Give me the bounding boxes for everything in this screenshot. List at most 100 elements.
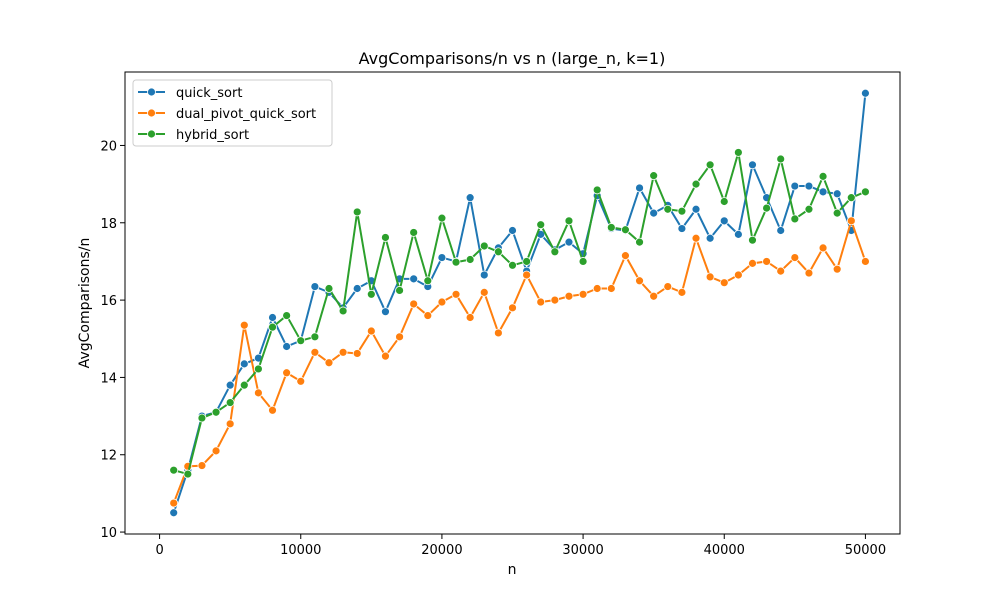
data-point-quick-sort: [733, 229, 743, 239]
data-point-hybrid-sort: [268, 322, 277, 332]
y-axis: 10 12 14 16 18 20: [100, 139, 125, 541]
data-point-hybrid-sort: [465, 255, 475, 264]
y-tick-label: 18: [100, 217, 117, 232]
plot-frame: [124, 71, 901, 535]
legend-label-hybrid-sort: hybrid_sort: [176, 128, 249, 143]
data-point-quick-sort: [705, 233, 715, 243]
data-point-dual-pivot-quick-sort: [508, 303, 517, 313]
legend-label-dual-pivot-quick-sort: dual_pivot_quick_sort: [176, 107, 316, 122]
data-point-dual-pivot-quick-sort: [804, 268, 814, 278]
data-point-dual-pivot-quick-sort: [366, 326, 376, 336]
data-point-dual-pivot-quick-sort: [592, 284, 602, 293]
data-point-dual-pivot-quick-sort: [748, 258, 757, 268]
data-point-quick-sort: [381, 307, 390, 317]
data-point-dual-pivot-quick-sort: [239, 320, 249, 330]
data-point-hybrid-sort: [395, 286, 404, 295]
series-quick-sort: [169, 88, 870, 518]
data-point-hybrid-sort: [776, 154, 786, 164]
data-point-hybrid-sort: [861, 187, 870, 197]
data-point-hybrid-sort: [635, 237, 644, 247]
data-point-hybrid-sort: [578, 257, 588, 266]
legend-label-quick-sort: quick_sort: [176, 86, 242, 101]
data-point-dual-pivot-quick-sort: [253, 388, 263, 398]
data-point-hybrid-sort: [479, 241, 489, 251]
legend-marker-dual-pivot-quick-sort: [147, 108, 156, 118]
data-point-hybrid-sort: [493, 247, 503, 257]
y-axis-label: AvgComparisons/n: [77, 238, 93, 369]
data-point-hybrid-sort: [366, 289, 376, 299]
data-point-dual-pivot-quick-sort: [409, 299, 419, 309]
data-point-hybrid-sort: [437, 213, 447, 223]
plot-area: [169, 88, 870, 518]
legend: quick_sort dual_pivot_quick_sort hybrid_so…: [132, 79, 333, 147]
data-point-quick-sort: [282, 342, 292, 351]
x-tick-label: 50000: [845, 543, 886, 558]
data-point-quick-sort: [790, 181, 800, 191]
data-point-hybrid-sort: [846, 193, 856, 203]
data-point-hybrid-sort: [225, 398, 235, 407]
data-point-hybrid-sort: [522, 257, 532, 266]
legend-box: [132, 79, 333, 147]
data-point-dual-pivot-quick-sort: [578, 289, 588, 299]
x-tick-label: 20000: [421, 543, 462, 558]
data-point-dual-pivot-quick-sort: [522, 270, 532, 280]
data-point-dual-pivot-quick-sort: [211, 446, 221, 456]
y-tick-label: 14: [100, 371, 117, 386]
data-point-dual-pivot-quick-sort: [395, 332, 404, 342]
data-point-dual-pivot-quick-sort: [649, 291, 659, 301]
data-point-quick-sort: [649, 208, 659, 218]
data-point-hybrid-sort: [310, 332, 320, 342]
chart-title: AvgComparisons/n vs n (large_n, k=1): [359, 49, 666, 69]
data-point-dual-pivot-quick-sort: [635, 276, 644, 286]
data-point-hybrid-sort: [253, 364, 263, 374]
series-line-hybrid-sort: [173, 151, 866, 476]
data-point-hybrid-sort: [663, 204, 673, 214]
y-tick-label: 10: [100, 526, 117, 541]
data-point-dual-pivot-quick-sort: [564, 291, 574, 301]
data-point-dual-pivot-quick-sort: [437, 297, 447, 307]
x-axis: 0 10000 20000 30000 40000 50000: [155, 534, 886, 558]
data-point-dual-pivot-quick-sort: [663, 282, 673, 291]
data-point-quick-sort: [409, 274, 419, 284]
data-point-hybrid-sort: [762, 203, 771, 213]
data-point-hybrid-sort: [748, 235, 757, 245]
data-point-hybrid-sort: [423, 276, 433, 286]
data-point-hybrid-sort: [451, 257, 461, 267]
data-point-dual-pivot-quick-sort: [465, 313, 475, 322]
data-point-dual-pivot-quick-sort: [790, 253, 800, 262]
series-dual-pivot-quick-sort: [169, 216, 870, 508]
data-point-hybrid-sort: [381, 233, 390, 242]
data-point-hybrid-sort: [338, 306, 348, 316]
data-point-quick-sort: [437, 253, 447, 262]
data-point-hybrid-sort: [239, 380, 249, 390]
data-point-quick-sort: [310, 282, 320, 291]
data-point-dual-pivot-quick-sort: [691, 233, 701, 243]
data-point-quick-sort: [804, 181, 814, 191]
data-point-hybrid-sort: [536, 220, 546, 230]
data-point-quick-sort: [239, 359, 249, 369]
data-point-hybrid-sort: [550, 247, 560, 257]
data-point-quick-sort: [677, 224, 687, 233]
data-point-hybrid-sort: [508, 260, 517, 270]
data-point-dual-pivot-quick-sort: [338, 347, 348, 357]
data-point-dual-pivot-quick-sort: [550, 295, 560, 305]
x-tick-label: 40000: [704, 543, 745, 558]
data-point-dual-pivot-quick-sort: [423, 311, 433, 320]
data-point-quick-sort: [564, 237, 574, 247]
legend-marker-quick-sort: [147, 87, 156, 97]
data-point-hybrid-sort: [169, 465, 179, 475]
data-point-quick-sort: [719, 216, 729, 226]
data-point-dual-pivot-quick-sort: [606, 284, 616, 293]
data-point-quick-sort: [635, 183, 644, 193]
data-point-hybrid-sort: [621, 225, 630, 235]
data-point-dual-pivot-quick-sort: [832, 264, 842, 274]
data-point-dual-pivot-quick-sort: [776, 266, 786, 276]
data-point-dual-pivot-quick-sort: [536, 297, 546, 307]
data-point-dual-pivot-quick-sort: [677, 287, 687, 297]
data-point-dual-pivot-quick-sort: [381, 351, 390, 361]
data-point-hybrid-sort: [804, 204, 814, 214]
data-point-quick-sort: [465, 193, 475, 203]
data-point-hybrid-sort: [409, 228, 419, 237]
data-point-quick-sort: [225, 380, 235, 390]
